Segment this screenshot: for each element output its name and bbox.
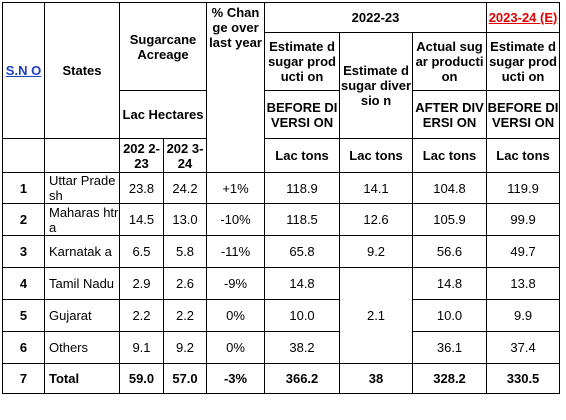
total-row: 7 Total 59.0 57.0 -3% 366.2 38 328.2 330… (2, 363, 561, 394)
row-state: Uttar Pradesh (44, 172, 120, 204)
table-row: 3 Karnatak a 6.5 5.8 -11% 65.8 9.2 56.6 … (2, 235, 561, 268)
row-est-prod-2324: 49.7 (486, 235, 561, 268)
row-actual-prod: 105.9 (412, 203, 488, 236)
row-acreage-2023-24: 5.8 (162, 235, 208, 268)
row-est-prod: 118.9 (264, 172, 341, 204)
actual-prod-header: Actual sugar producti on (412, 32, 488, 91)
est-div-header: Estimate d sugar diversio n (339, 32, 414, 139)
est-prod-2324-header: Estimate d sugar producti on (486, 32, 561, 91)
table-row: 4 Tamil Nadu 2.9 2.6 -9% 14.8 2.1 14.8 1… (2, 267, 561, 364)
acreage-header: Sugarcane Acreage (118, 2, 208, 91)
year2-header: 202 3-24 (162, 138, 208, 173)
unit-header-est: Lac tons (264, 138, 341, 173)
row-est-prod-2324: 13.8 (486, 267, 561, 300)
row-acreage-2022-23: 9.1 (119, 331, 164, 364)
row-actual-prod: 10.0 (412, 299, 488, 332)
merged-est-div: 2.1 (339, 267, 414, 364)
row-est-prod: 38.2 (264, 331, 341, 364)
row-est-div: 12.6 (339, 203, 414, 236)
unit-header-div: Lac tons (339, 138, 414, 173)
total-acreage-2022-23: 59.0 (119, 363, 164, 394)
row-change: -11% (206, 235, 266, 268)
sno-blank (2, 138, 45, 173)
total-est-prod: 366.2 (264, 363, 341, 394)
total-sno: 7 (2, 363, 45, 394)
row-state: Karnatak a (44, 235, 120, 268)
row-est-prod-2324: 9.9 (486, 299, 561, 332)
acreage-unit-header: Lac Hectares (118, 90, 208, 139)
after-div-header: AFTER DIVERSI ON (412, 90, 488, 139)
row-change: 0% (206, 299, 266, 332)
total-acreage-2023-24: 57.0 (162, 363, 208, 394)
row-acreage-2023-24: 9.2 (162, 331, 208, 364)
row-est-div: 14.1 (339, 172, 414, 204)
row-sno: 3 (2, 235, 45, 268)
row-acreage-2022-23: 23.8 (119, 172, 164, 204)
row-acreage-2023-24: 2.6 (162, 267, 208, 300)
row-est-prod: 65.8 (264, 235, 341, 268)
sugar-production-table-wrapper: S.N O States Sugarcane Acreage % Chan ge… (2, 2, 561, 394)
row-acreage-2022-23: 2.2 (119, 299, 164, 332)
sugar-production-table: S.N O States Sugarcane Acreage % Chan ge… (2, 2, 561, 394)
unit-header-act: Lac tons (412, 138, 488, 173)
total-change: -3% (206, 363, 266, 394)
row-acreage-2023-24: 24.2 (162, 172, 208, 204)
row-actual-prod: 56.6 (412, 235, 488, 268)
row-change: -10% (206, 203, 266, 236)
row-state: Tamil Nadu (44, 267, 120, 300)
header-row-4: 202 2-23 202 3-24 Lac tons Lac tons Lac … (2, 138, 561, 173)
group-2022-23-header: 2022-23 (264, 2, 488, 33)
row-state: Gujarat (44, 299, 120, 332)
before-div-header: BEFORE DIVERSI ON (264, 90, 341, 139)
sno-header: S.N O (2, 2, 45, 139)
row-est-prod-2324: 99.9 (486, 203, 561, 236)
row-acreage-2023-24: 2.2 (162, 299, 208, 332)
row-est-div: 9.2 (339, 235, 414, 268)
row-acreage-2022-23: 6.5 (119, 235, 164, 268)
before-div-2324-header: BEFORE DIVERSI ON (486, 90, 561, 139)
row-est-prod: 14.8 (264, 267, 341, 300)
est-prod-header: Estimate d sugar producti on (264, 32, 341, 91)
total-label: Total (44, 363, 120, 394)
row-change: -9% (206, 267, 266, 300)
row-change: 0% (206, 331, 266, 364)
header-row-2: Estimate d sugar producti on Estimate d … (3, 32, 561, 139)
row-acreage-2022-23: 14.5 (119, 203, 164, 236)
total-actual-prod: 328.2 (412, 363, 488, 394)
row-sno: 4 (2, 267, 45, 300)
row-sno: 2 (2, 203, 45, 236)
row-state: Others (44, 331, 120, 364)
change-header: % Chan ge over last year (206, 2, 266, 173)
table-row: 5 Gujarat 2.2 2.2 0% 10.0 10.0 9.9 (2, 299, 561, 332)
row-sno: 6 (2, 331, 45, 364)
row-sno: 1 (2, 172, 45, 204)
year1-header: 202 2-23 (119, 138, 164, 173)
row-actual-prod: 36.1 (412, 331, 488, 364)
group-2023-24-header: 2023-24 (E) (486, 2, 561, 33)
row-state: Maharas htra (44, 203, 120, 236)
table-row: 1 Uttar Pradesh 23.8 24.2 +1% 118.9 14.1… (2, 172, 561, 204)
total-est-div: 38 (339, 363, 414, 394)
row-acreage-2023-24: 13.0 (162, 203, 208, 236)
row-est-prod-2324: 37.4 (486, 331, 561, 364)
header-row-1: S.N O States Sugarcane Acreage % Chan ge… (2, 2, 561, 173)
table-row: 2 Maharas htra 14.5 13.0 -10% 118.5 12.6… (2, 203, 561, 236)
row-sno: 5 (2, 299, 45, 332)
states-blank (44, 138, 120, 173)
row-acreage-2022-23: 2.9 (119, 267, 164, 300)
row-change: +1% (206, 172, 266, 204)
table-row: 6 Others 9.1 9.2 0% 38.2 36.1 37.4 (2, 331, 561, 364)
total-est-prod-2324: 330.5 (486, 363, 561, 394)
row-est-prod-2324: 119.9 (486, 172, 561, 204)
row-est-prod: 118.5 (264, 203, 341, 236)
header-row-3: Lac Hectares BEFORE DIVERSI ON AFTER DIV… (3, 90, 561, 139)
unit-header-e24: Lac tons (486, 138, 561, 173)
row-est-prod: 10.0 (264, 299, 341, 332)
states-header: States (44, 2, 120, 139)
row-actual-prod: 14.8 (412, 267, 488, 300)
row-actual-prod: 104.8 (412, 172, 488, 204)
